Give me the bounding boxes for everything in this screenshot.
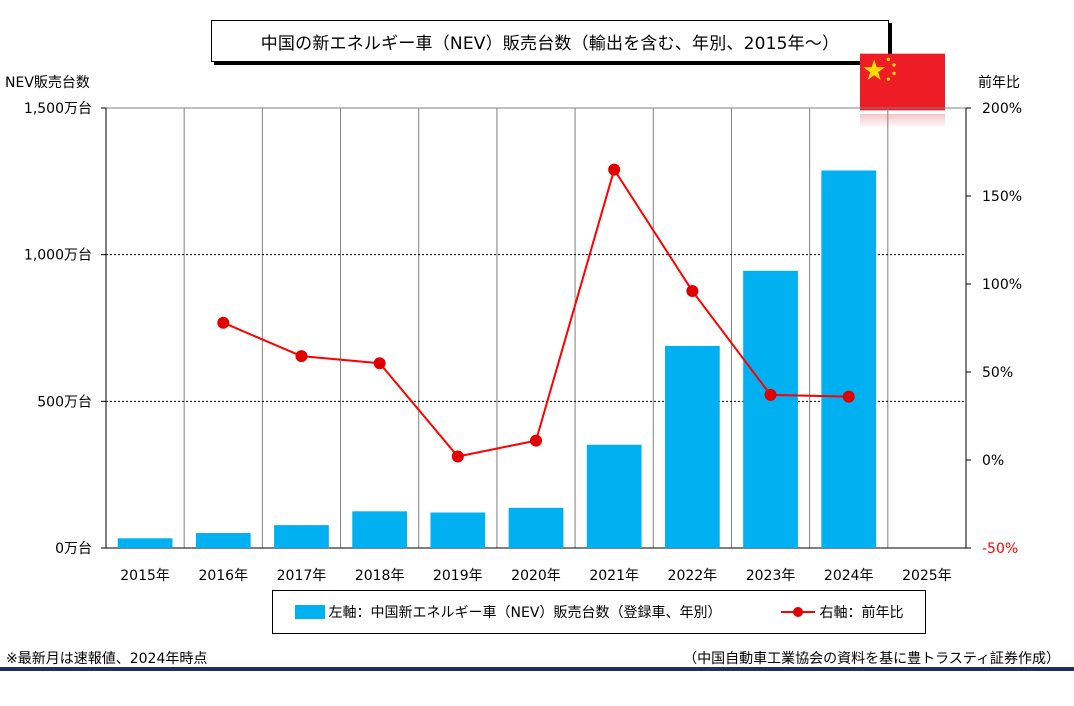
- x-tick-label: 2016年: [198, 568, 248, 584]
- x-tick-label: 2025年: [902, 568, 952, 584]
- legend-line-swatch: [781, 607, 816, 617]
- bar-2022年: [665, 345, 720, 548]
- yoy-point: [842, 390, 855, 403]
- x-tick-label: 2018年: [355, 568, 405, 584]
- yoy-point: [530, 434, 542, 447]
- china-flag-icon: [860, 53, 945, 111]
- bar-2015年: [117, 538, 173, 548]
- bar-2020年: [508, 507, 564, 548]
- bar-2019年: [430, 512, 486, 548]
- yoy-point: [764, 388, 777, 401]
- x-tick-label: 2019年: [433, 568, 483, 584]
- bar-2021年: [586, 444, 642, 548]
- yoy-point: [608, 163, 621, 176]
- yoy-point: [451, 450, 464, 463]
- legend: 左軸：中国新エネルギー車（NEV）販売台数（登録車、年別） 右軸：前年比: [272, 590, 926, 634]
- x-tick-label: 2022年: [668, 568, 718, 584]
- legend-line-label: 右軸：前年比: [819, 605, 904, 621]
- chart-plot: 0万台 500万台 1,000万台 1,500万台 -50% 0% 50% 100% 150% 2…: [24, 101, 1022, 584]
- bar-2024年: [821, 170, 877, 549]
- bar-2016年: [195, 533, 251, 548]
- bar-2018年: [352, 511, 407, 548]
- yoy-point: [295, 350, 308, 363]
- right-tick-label: -50%: [982, 541, 1018, 557]
- left-axis-title: NEV販売台数: [5, 75, 90, 91]
- x-tick-label: 2023年: [746, 568, 796, 584]
- x-tick-label: 2020年: [511, 568, 561, 584]
- x-tick-label: 2021年: [589, 568, 639, 584]
- yoy-point: [686, 285, 699, 298]
- right-tick-label: 150%: [982, 189, 1022, 205]
- yoy-point: [217, 316, 230, 329]
- legend-item-bar: 左軸：中国新エネルギー車（NEV）販売台数（登録車、年別）: [294, 602, 722, 622]
- bar-2017年: [274, 525, 329, 548]
- x-tick-label: 2017年: [277, 568, 327, 584]
- yoy-point: [373, 357, 386, 370]
- right-axis-title: 前年比: [978, 75, 1020, 91]
- right-tick-label: 50%: [982, 365, 1013, 381]
- legend-bar-label: 左軸：中国新エネルギー車（NEV）販売台数（登録車、年別）: [328, 605, 722, 621]
- left-tick-label: 500万台: [37, 394, 92, 410]
- right-tick-label: 100%: [982, 277, 1022, 293]
- right-tick-label: 0%: [982, 453, 1004, 469]
- footnote-left: ※最新月は速報値、2024年時点: [6, 651, 208, 667]
- legend-bar-swatch: [294, 605, 325, 619]
- left-tick-label: 1,500万台: [24, 101, 92, 117]
- x-tick-label: 2015年: [120, 568, 170, 584]
- footnote-right: （中国自動車工業協会の資料を基に豊トラスティ証券作成）: [683, 651, 1060, 667]
- x-tick-label: 2024年: [824, 568, 874, 584]
- bottom-rule: [0, 667, 1074, 671]
- left-tick-label: 1,000万台: [24, 248, 92, 264]
- chart-title: 中国の新エネルギー車（NEV）販売台数（輸出を含む、年別、2015年～）: [211, 20, 889, 62]
- bar-2023年: [743, 270, 798, 548]
- legend-item-line: 右軸：前年比: [781, 602, 903, 622]
- flag-reflection: [860, 114, 945, 128]
- right-tick-label: 200%: [982, 101, 1022, 117]
- left-tick-label: 0万台: [55, 541, 92, 557]
